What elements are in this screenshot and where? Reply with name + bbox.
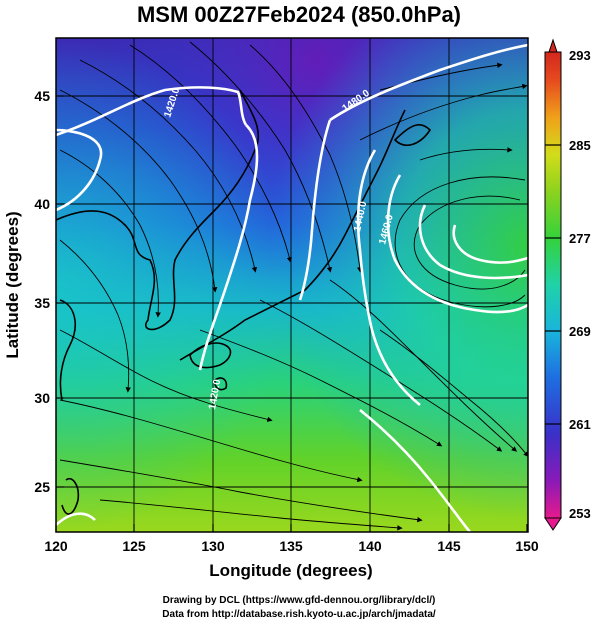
x-tick-label: 140 bbox=[358, 538, 382, 554]
x-tick-labels: 120 125 130 135 140 145 150 bbox=[44, 538, 539, 554]
colorbar-tick: 277 bbox=[569, 231, 591, 246]
x-tick-label: 130 bbox=[201, 538, 225, 554]
colorbar-tick: 269 bbox=[569, 324, 591, 339]
colorbar-tick: 261 bbox=[569, 417, 591, 432]
tick-marks bbox=[55, 95, 528, 532]
plot-frame bbox=[55, 37, 529, 533]
y-tick-label: 35 bbox=[34, 295, 50, 311]
colorbar: 293 285 277 269 261 253 bbox=[544, 38, 591, 531]
colorbar-tick: 253 bbox=[569, 506, 591, 521]
colorbar-max-triangle bbox=[548, 38, 558, 53]
x-axis-label: Longitude (degrees) bbox=[209, 561, 372, 580]
x-tick-label: 135 bbox=[279, 538, 303, 554]
colorbar-tick: 285 bbox=[569, 138, 591, 153]
x-tick-label: 120 bbox=[44, 538, 68, 554]
credit-line-dcl: Drawing by DCL (https://www.gfd-dennou.o… bbox=[163, 595, 436, 606]
colorbar-bar bbox=[544, 51, 562, 519]
colorbar-min-triangle bbox=[544, 517, 562, 531]
x-tick-label: 125 bbox=[122, 538, 146, 554]
contour-label: 1420.0 bbox=[207, 378, 223, 410]
y-axis-label: Latitude (degrees) bbox=[3, 211, 22, 358]
y-tick-label: 45 bbox=[34, 88, 50, 104]
y-tick-label: 30 bbox=[34, 390, 50, 406]
x-tick-label: 145 bbox=[437, 538, 461, 554]
y-tick-label: 40 bbox=[34, 196, 50, 212]
height-contours bbox=[56, 43, 528, 532]
chart-title: MSM 00Z27Feb2024 (850.0hPa) bbox=[137, 2, 461, 27]
x-tick-label: 150 bbox=[515, 538, 539, 554]
plot-area: 1420.0 1480.0 1440.0 1460.0 1420.0 bbox=[56, 38, 528, 532]
streamlines bbox=[59, 41, 528, 531]
credit-line-data: Data from http://database.rish.kyoto-u.a… bbox=[162, 609, 436, 620]
colorbar-tick: 293 bbox=[569, 48, 591, 63]
y-tick-label: 25 bbox=[34, 479, 50, 495]
y-tick-labels: 45 40 35 30 25 bbox=[34, 88, 50, 495]
